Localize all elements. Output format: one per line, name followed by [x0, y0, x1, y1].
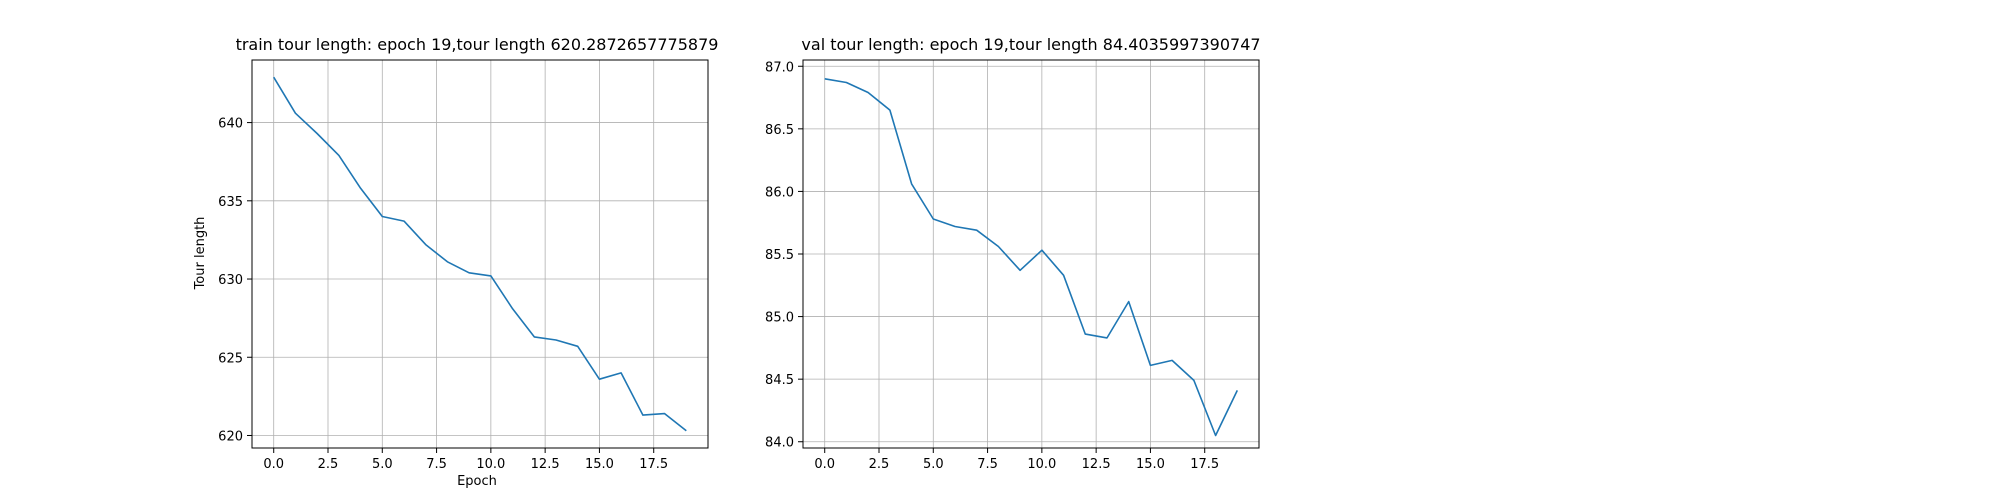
train-x-tick-label: 0.0 [263, 457, 284, 472]
val-x-tick-label: 15.0 [1136, 457, 1165, 472]
train-plot-frame [251, 59, 709, 449]
train-y-tick-label: 620 [218, 429, 243, 444]
val-x-tick-label: 7.5 [977, 457, 998, 472]
train-y-tick-label: 630 [218, 273, 243, 288]
train-chart-panel: train tour length: epoch 19,tour length … [193, 35, 718, 489]
train-y-tick-label: 625 [218, 351, 243, 366]
train-y-tick-label: 635 [218, 195, 243, 210]
train-x-axis-label: Epoch [457, 474, 497, 489]
val-x-tick-label: 2.5 [869, 457, 890, 472]
val-x-tick-label: 5.0 [923, 457, 944, 472]
val-chart-title: val tour length: epoch 19,tour length 84… [801, 35, 1260, 54]
train-y-tick-label: 640 [218, 117, 243, 132]
val-y-tick-label: 85.5 [765, 248, 794, 263]
val-y-tick-label: 84.5 [765, 373, 794, 388]
val-y-tick-label: 86.5 [765, 123, 794, 138]
val-y-tick-label: 87.0 [765, 60, 794, 75]
train-x-tick-label: 2.5 [318, 457, 339, 472]
train-chart-title: train tour length: epoch 19,tour length … [236, 35, 719, 54]
val-x-tick-label: 10.0 [1027, 457, 1056, 472]
train-x-tick-label: 12.5 [531, 457, 560, 472]
train-x-tick-label: 5.0 [372, 457, 393, 472]
val-plot-frame [802, 59, 1260, 449]
train-grid [252, 60, 708, 448]
val-chart-panel: val tour length: epoch 19,tour length 84… [765, 35, 1261, 472]
val-series-line [824, 78, 1239, 437]
train-x-tick-label: 15.0 [585, 457, 614, 472]
train-x-tick-label: 7.5 [426, 457, 447, 472]
train-x-tick-label: 17.5 [639, 457, 668, 472]
val-y-tick-label: 85.0 [765, 311, 794, 326]
val-y-tick-label: 84.0 [765, 436, 794, 451]
val-x-tick-label: 12.5 [1082, 457, 1111, 472]
train-y-axis-label: Tour length [193, 217, 208, 291]
val-y-tick-label: 86.0 [765, 185, 794, 200]
val-x-tick-label: 17.5 [1190, 457, 1219, 472]
train-x-tick-label: 10.0 [476, 457, 505, 472]
val-grid [803, 60, 1259, 448]
val-x-tick-label: 0.0 [814, 457, 835, 472]
train-series-line [273, 76, 687, 432]
